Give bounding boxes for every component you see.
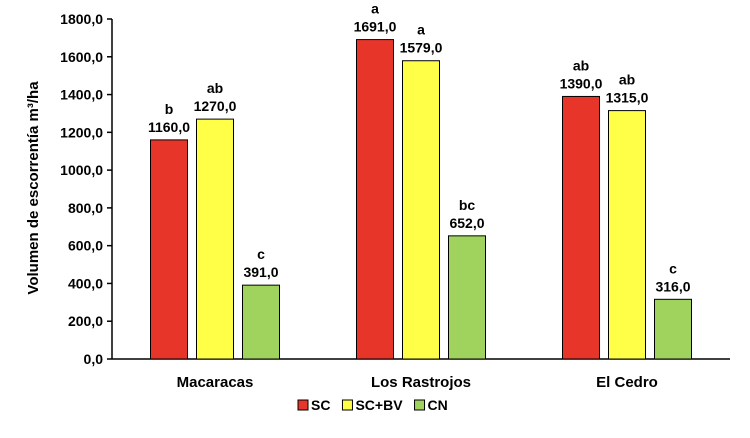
x-axis: Macaracas Los Rastrojos El Cedro [112, 358, 730, 391]
significance-letter: c [669, 260, 677, 276]
bar-sc-bv [196, 118, 234, 360]
legend-label: CN [428, 397, 448, 413]
y-tick-label: 1000,0 [60, 162, 103, 178]
x-tick-label: El Cedro [596, 374, 658, 391]
bar-cn [448, 235, 486, 360]
bar-sc-bv [402, 60, 440, 360]
y-tick-label: 200,0 [68, 313, 103, 329]
x-tick-label: Macaracas [177, 374, 254, 391]
y-tick-label: 1400,0 [60, 87, 103, 103]
y-tick-label: 0,0 [84, 351, 104, 367]
x-tick-label: Los Rastrojos [371, 374, 471, 391]
data-label: 1270,0 [194, 98, 237, 114]
y-axis-label: Volumen de escorrentía m³/ha [25, 81, 42, 295]
data-labels: 1160,0 b 1270,0 ab 391,0 c 1691,0 a 1579,0 a 652,0… [148, 1, 691, 295]
data-label: 1390,0 [560, 75, 603, 91]
y-tick-label: 1800,0 [60, 11, 103, 27]
significance-letter: c [257, 246, 265, 262]
y-tick-label: 600,0 [68, 238, 103, 254]
significance-letter: ab [573, 57, 589, 73]
y-tick-label: 800,0 [68, 200, 103, 216]
legend: SC SC+BV CN [297, 397, 448, 413]
data-label: 1691,0 [354, 19, 397, 35]
bar-cn [242, 284, 280, 360]
significance-letter: b [165, 101, 174, 117]
data-label: 1160,0 [148, 119, 190, 135]
legend-swatch [297, 399, 309, 411]
bar-sc [150, 139, 188, 360]
legend-label: SC [311, 397, 330, 413]
bar-sc [356, 39, 394, 360]
data-label: 652,0 [449, 215, 484, 231]
y-tick-label: 400,0 [68, 275, 103, 291]
bar-sc [562, 95, 600, 360]
legend-label: SC+BV [355, 397, 403, 413]
bars [150, 39, 692, 360]
y-tick-label: 1200,0 [60, 124, 103, 140]
data-label: 1315,0 [606, 90, 649, 106]
legend-swatch [414, 399, 426, 411]
significance-letter: ab [207, 80, 223, 96]
y-tick-label: 1600,0 [60, 49, 103, 65]
significance-letter: ab [619, 72, 635, 88]
legend-swatch [341, 399, 353, 411]
significance-letter: a [417, 22, 425, 38]
data-label: 316,0 [655, 278, 690, 294]
significance-letter: bc [459, 197, 476, 213]
bar-sc-bv [608, 110, 646, 360]
significance-letter: a [371, 1, 379, 17]
y-axis: 0,0 200,0 400,0 600,0 800,0 1000,0 1200,0 1400,… [60, 11, 113, 367]
data-label: 1579,0 [400, 40, 443, 56]
data-label: 391,0 [243, 264, 278, 280]
bar-cn [654, 298, 692, 360]
